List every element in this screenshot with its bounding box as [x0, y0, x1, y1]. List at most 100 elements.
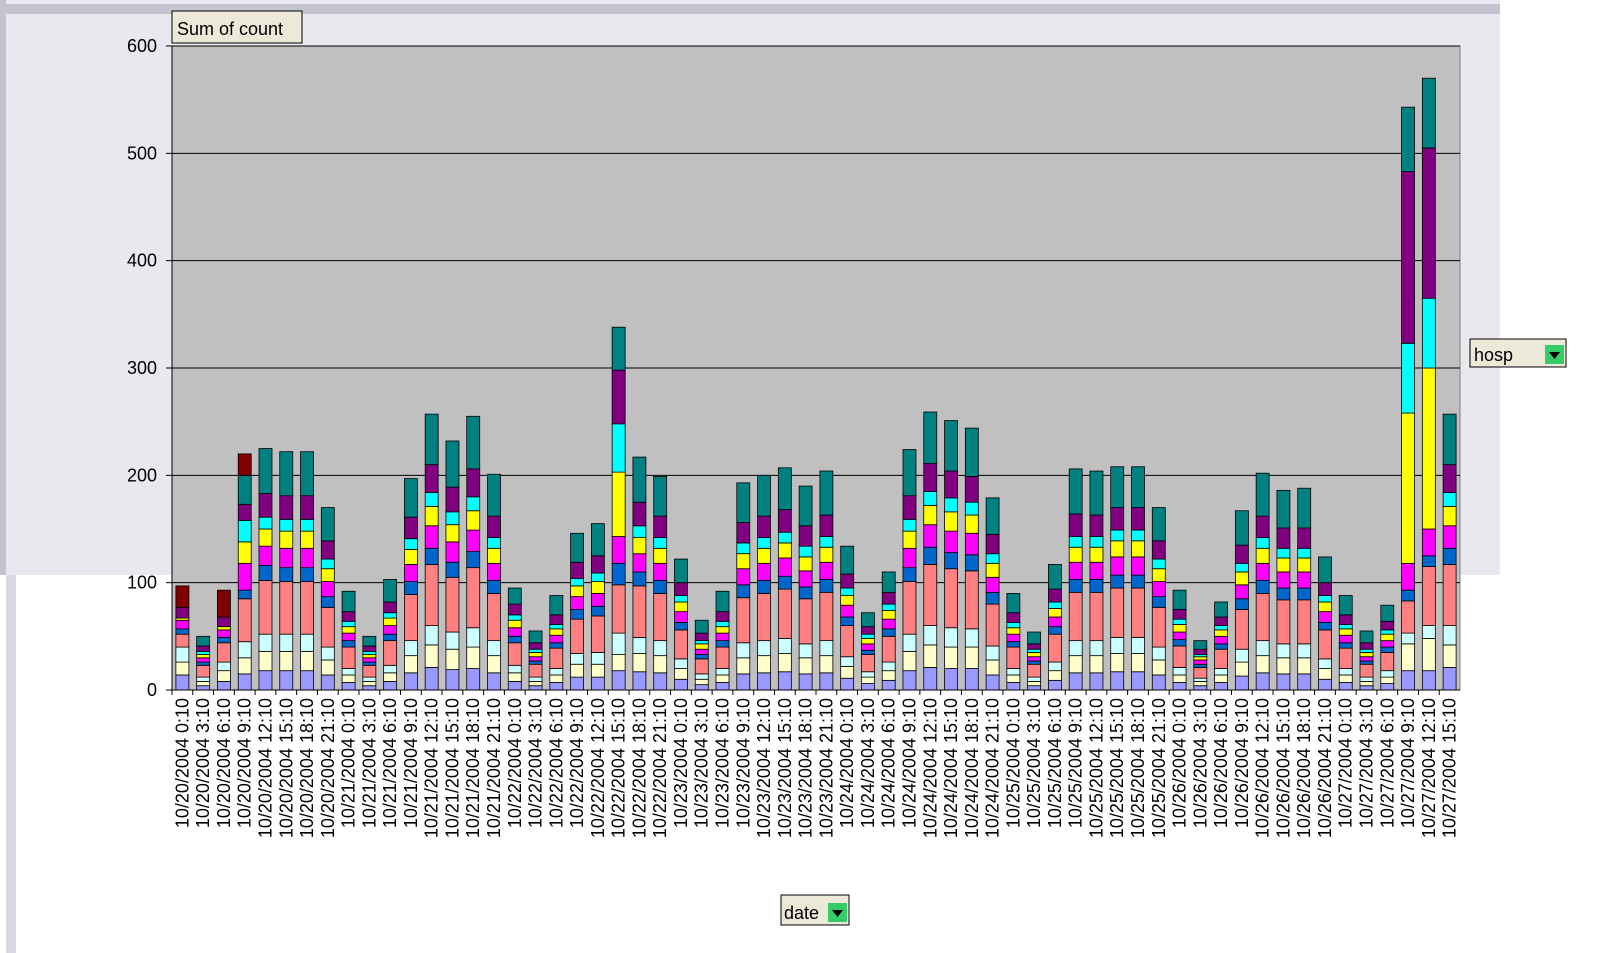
bar-segment — [985, 674, 1000, 691]
bar-segment — [964, 646, 979, 669]
bar-segment — [487, 473, 501, 517]
bar-segment — [694, 640, 709, 645]
bar-segment — [1359, 642, 1374, 650]
bar-segment — [1318, 658, 1332, 669]
bar-segment — [279, 495, 294, 520]
bar-segment — [466, 646, 481, 669]
x-tick-label: 10/22/2004 0:10 — [505, 698, 525, 828]
bar-segment — [819, 672, 834, 691]
bar-segment — [1006, 612, 1021, 623]
bar-segment — [1318, 595, 1332, 603]
bar-segment — [1359, 656, 1374, 662]
bar-segment — [507, 664, 522, 674]
bar-segment — [1068, 468, 1083, 515]
bar-segment — [466, 496, 481, 512]
bar-segment — [777, 588, 792, 639]
bar-segment — [1297, 487, 1312, 529]
bar-segment — [611, 584, 626, 634]
bar-segment — [964, 668, 979, 691]
bar-segment — [549, 628, 564, 636]
bar-segment — [445, 561, 460, 578]
bar-segment — [1193, 656, 1208, 661]
bar-segment — [1193, 663, 1208, 668]
bar-segment — [507, 672, 522, 682]
bar-segment — [1359, 676, 1374, 682]
bar-segment — [320, 568, 335, 582]
bar-segment — [196, 681, 211, 687]
field-button[interactable] — [171, 10, 303, 44]
bar-segment — [1401, 106, 1415, 172]
bar-segment — [1359, 685, 1374, 691]
bar-segment — [528, 663, 543, 678]
bar-segment — [1110, 529, 1125, 542]
category-field[interactable]: date — [784, 903, 819, 923]
bar-segment — [902, 547, 917, 569]
bar-segment — [404, 594, 418, 642]
bar-segment — [424, 413, 439, 465]
bar-segment — [258, 493, 273, 518]
bar-segment — [1006, 646, 1021, 669]
bar-segment — [736, 673, 751, 691]
bar-segment — [362, 676, 377, 682]
bar-segment — [777, 575, 792, 590]
bar-segment — [985, 659, 1000, 676]
bar-segment — [653, 672, 668, 691]
bar-segment — [1380, 633, 1395, 642]
bar-segment — [279, 451, 294, 497]
bar-segment — [362, 681, 377, 687]
bar-segment — [237, 673, 252, 691]
bar-segment — [1027, 681, 1042, 687]
bar-segment — [1172, 639, 1187, 647]
bar-segment — [1068, 546, 1083, 563]
bar-segment — [1318, 629, 1332, 660]
bar-segment — [445, 631, 460, 650]
bar-segment — [861, 643, 875, 651]
bar-segment — [1234, 661, 1249, 677]
bar-segment — [840, 604, 855, 618]
bar-segment — [424, 464, 439, 493]
bar-segment — [1214, 682, 1228, 691]
bar-segment — [715, 626, 730, 634]
bar-segment — [944, 511, 958, 532]
x-tick-label: 10/27/2004 6:10 — [1377, 698, 1397, 828]
bar-segment — [528, 681, 543, 687]
bar-segment — [362, 635, 377, 647]
bar-segment — [1193, 640, 1208, 650]
bar-segment — [362, 661, 377, 666]
bar-segment — [923, 564, 938, 626]
bar-segment — [466, 551, 481, 569]
bar-segment — [424, 525, 439, 549]
bar-segment — [1442, 464, 1457, 493]
bar-segment — [570, 618, 584, 654]
bar-segment — [196, 635, 211, 647]
bar-segment — [383, 601, 398, 614]
data-field[interactable]: Sum of count — [177, 19, 283, 39]
bar-segment — [1172, 674, 1187, 683]
bar-segment — [694, 684, 709, 691]
bar-segment — [279, 530, 294, 549]
bar-segment — [320, 606, 335, 648]
bar-segment — [528, 656, 543, 662]
bar-segment — [570, 596, 584, 610]
bar-segment — [674, 595, 688, 603]
bar-segment — [1110, 466, 1125, 508]
bar-segment — [840, 595, 855, 606]
bar-segment — [694, 678, 709, 686]
bar-segment — [1110, 587, 1125, 638]
bar-segment — [404, 581, 418, 595]
bar-segment — [1359, 663, 1374, 678]
series-field[interactable]: hosp — [1474, 345, 1513, 365]
x-tick-label: 10/26/2004 18:10 — [1294, 698, 1314, 838]
bar-segment — [694, 632, 709, 642]
bar-segment — [1131, 556, 1145, 576]
bar-segment — [1338, 668, 1353, 676]
bar-segment — [1276, 571, 1291, 589]
bar-segment — [861, 633, 875, 639]
bar-segment — [466, 567, 481, 629]
x-tick-label: 10/21/2004 15:10 — [442, 698, 462, 838]
bar-segment — [279, 670, 294, 691]
bar-segment — [1172, 667, 1187, 676]
bar-segment — [819, 655, 834, 674]
bar-segment — [819, 591, 834, 642]
